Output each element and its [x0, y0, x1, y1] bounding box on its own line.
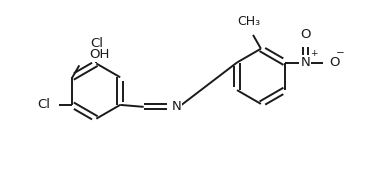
Text: Cl: Cl — [38, 98, 51, 111]
Text: O: O — [329, 56, 340, 69]
Text: OH: OH — [89, 48, 109, 61]
Text: N: N — [172, 100, 182, 113]
Text: +: + — [311, 48, 318, 58]
Text: N: N — [301, 56, 310, 69]
Text: −: − — [336, 48, 345, 58]
Text: CH₃: CH₃ — [237, 15, 261, 28]
Text: Cl: Cl — [90, 37, 103, 50]
Text: O: O — [300, 28, 311, 41]
